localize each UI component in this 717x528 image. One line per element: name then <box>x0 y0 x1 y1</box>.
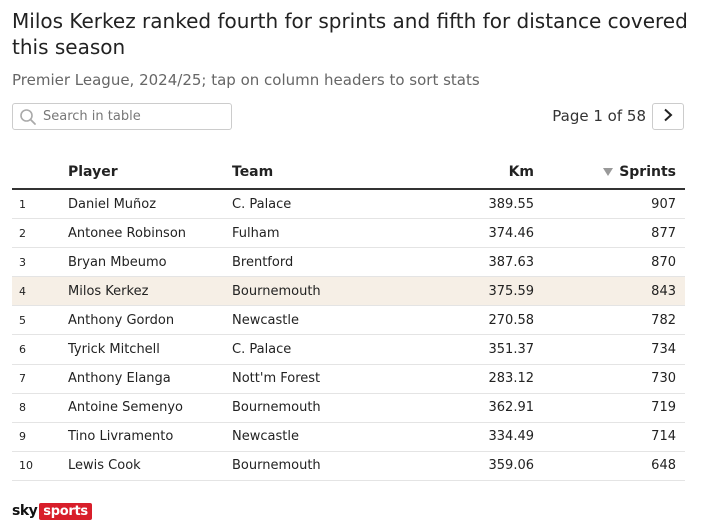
cell-sprints: 734 <box>651 342 676 358</box>
chevron-right-icon <box>662 107 674 126</box>
column-header-player[interactable]: Player <box>68 164 118 180</box>
table-header: Player Team Km Sprints <box>12 156 685 190</box>
cell-player: Bryan Mbeumo <box>68 254 167 270</box>
cell-sprints: 782 <box>651 312 676 328</box>
cell-team: C. Palace <box>232 196 292 212</box>
table-row: 6 Tyrick Mitchell C. Palace 351.37 734 <box>12 335 685 365</box>
pagination-label: Page 1 of 58 <box>552 107 646 125</box>
search-box[interactable] <box>12 103 232 130</box>
cell-rank: 10 <box>19 459 33 473</box>
column-header-sprints[interactable]: Sprints <box>534 164 685 180</box>
cell-km: 387.63 <box>488 254 535 270</box>
table-row: 7 Anthony Elanga Nott'm Forest 283.12 73… <box>12 365 685 394</box>
cell-team: Newcastle <box>232 429 299 445</box>
cell-team: C. Palace <box>232 342 292 358</box>
logo-sky-text: sky <box>12 503 38 519</box>
stats-table: Player Team Km Sprints 1 Daniel Muñoz C.… <box>12 156 685 481</box>
cell-rank: 3 <box>19 255 26 269</box>
table-row: 9 Tino Livramento Newcastle 334.49 714 <box>12 423 685 452</box>
cell-rank: 8 <box>19 401 26 415</box>
page-subtitle: Premier League, 2024/25; tap on column h… <box>12 71 480 89</box>
cell-km: 359.06 <box>488 458 535 474</box>
cell-km: 389.55 <box>488 196 535 212</box>
cell-player: Anthony Gordon <box>68 312 175 328</box>
cell-km: 374.46 <box>488 225 535 241</box>
cell-team: Nott'm Forest <box>232 371 321 387</box>
cell-sprints: 719 <box>651 400 676 416</box>
table-row: 3 Bryan Mbeumo Brentford 387.63 870 <box>12 248 685 278</box>
cell-rank: 4 <box>19 284 26 298</box>
cell-sprints: 714 <box>651 429 676 445</box>
cell-player: Anthony Elanga <box>68 371 171 387</box>
cell-km: 351.37 <box>488 342 535 358</box>
cell-team: Bournemouth <box>232 283 321 299</box>
cell-team: Fulham <box>232 225 280 241</box>
cell-rank: 9 <box>19 430 26 444</box>
cell-rank: 7 <box>19 372 26 386</box>
cell-sprints: 648 <box>651 458 676 474</box>
cell-player: Milos Kerkez <box>68 283 149 299</box>
cell-km: 283.12 <box>488 371 535 387</box>
logo-sports-text: sports <box>39 502 92 520</box>
search-input[interactable] <box>41 104 226 129</box>
cell-km: 375.59 <box>488 283 535 299</box>
cell-team: Brentford <box>232 254 294 270</box>
sky-sports-logo: sky sports <box>12 502 92 520</box>
cell-player: Daniel Muñoz <box>68 196 157 212</box>
cell-rank: 1 <box>19 197 26 211</box>
cell-sprints: 730 <box>651 371 676 387</box>
cell-rank: 6 <box>19 343 26 357</box>
column-header-km[interactable]: Km <box>508 164 534 180</box>
cell-sprints: 843 <box>651 283 676 299</box>
cell-km: 334.49 <box>488 429 535 445</box>
column-header-team[interactable]: Team <box>232 164 274 180</box>
cell-sprints: 870 <box>651 254 676 270</box>
page-title: Milos Kerkez ranked fourth for sprints a… <box>12 9 688 59</box>
cell-player: Antoine Semenyo <box>68 400 183 416</box>
cell-sprints: 877 <box>651 225 676 241</box>
cell-player: Antonee Robinson <box>68 225 187 241</box>
cell-team: Bournemouth <box>232 400 321 416</box>
table-row: 8 Antoine Semenyo Bournemouth 362.91 719 <box>12 394 685 423</box>
table-row: 5 Anthony Gordon Newcastle 270.58 782 <box>12 306 685 336</box>
next-page-button[interactable] <box>652 103 684 130</box>
table-row: 10 Lewis Cook Bournemouth 359.06 648 <box>12 452 685 481</box>
cell-player: Lewis Cook <box>68 458 141 474</box>
cell-team: Newcastle <box>232 312 299 328</box>
cell-km: 270.58 <box>488 312 535 328</box>
sort-descending-icon <box>603 164 614 180</box>
cell-rank: 2 <box>19 226 26 240</box>
cell-rank: 5 <box>19 313 26 327</box>
column-header-sprints-label: Sprints <box>619 164 676 180</box>
cell-km: 362.91 <box>488 400 535 416</box>
cell-player: Tino Livramento <box>68 429 174 445</box>
cell-team: Bournemouth <box>232 458 321 474</box>
table-row: 1 Daniel Muñoz C. Palace 389.55 907 <box>12 190 685 220</box>
cell-sprints: 907 <box>651 196 676 212</box>
cell-player: Tyrick Mitchell <box>68 342 160 358</box>
table-row-highlighted: 4 Milos Kerkez Bournemouth 375.59 843 <box>12 277 685 307</box>
table-row: 2 Antonee Robinson Fulham 374.46 877 <box>12 219 685 249</box>
search-icon <box>15 104 41 130</box>
